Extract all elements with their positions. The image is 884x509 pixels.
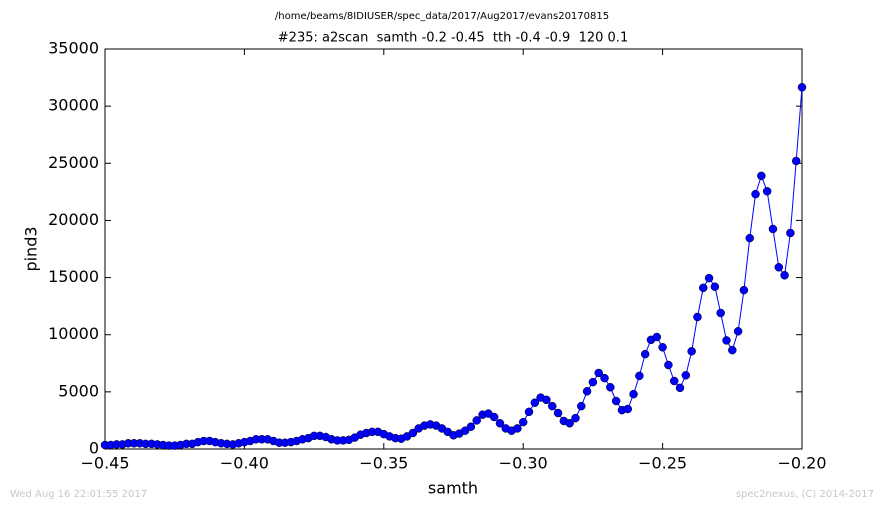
data-point bbox=[745, 233, 754, 243]
y-tick-label: 15000 bbox=[48, 267, 99, 286]
data-point bbox=[611, 396, 621, 406]
data-point bbox=[797, 83, 807, 92]
y-tick-label: 35000 bbox=[48, 39, 99, 58]
x-axis-label: samth bbox=[428, 479, 478, 498]
data-point bbox=[722, 336, 731, 345]
x-tick-label: −0.25 bbox=[638, 454, 687, 473]
y-tick-label: 0 bbox=[89, 439, 99, 458]
x-tick-label: −0.40 bbox=[220, 454, 269, 473]
data-point bbox=[704, 273, 714, 283]
data-point bbox=[640, 349, 650, 359]
series-line bbox=[105, 87, 803, 447]
data-point bbox=[786, 228, 795, 238]
data-point bbox=[513, 424, 522, 433]
data-point bbox=[553, 408, 563, 418]
data-point bbox=[791, 156, 801, 166]
data-point bbox=[466, 422, 476, 431]
data-point bbox=[774, 263, 784, 272]
y-tick-label: 20000 bbox=[48, 210, 99, 229]
data-point bbox=[548, 401, 557, 411]
data-point bbox=[588, 377, 598, 387]
data-point bbox=[675, 383, 685, 393]
data-point bbox=[565, 419, 574, 428]
data-point bbox=[489, 412, 499, 422]
data-point bbox=[687, 347, 696, 356]
suptitle: /home/beams/8IDIUSER/spec_data/2017/Aug2… bbox=[275, 11, 609, 22]
data-point bbox=[408, 428, 418, 438]
data-point bbox=[606, 383, 615, 392]
data-point bbox=[728, 345, 737, 355]
x-tick-label: −0.45 bbox=[80, 454, 129, 473]
data-point bbox=[762, 187, 772, 196]
data-point bbox=[652, 332, 662, 342]
data-point bbox=[681, 371, 691, 380]
data-point bbox=[693, 312, 702, 322]
data-point bbox=[710, 282, 720, 291]
data-point bbox=[600, 373, 609, 383]
data-point bbox=[658, 343, 667, 352]
data-point bbox=[530, 398, 540, 407]
data-point bbox=[751, 189, 760, 199]
footer-credit: spec2nexus, (C) 2014-2017 bbox=[736, 489, 874, 500]
y-tick-label: 30000 bbox=[48, 96, 99, 115]
x-tick-label: −0.30 bbox=[499, 454, 548, 473]
y-tick-label: 5000 bbox=[58, 381, 99, 400]
data-point bbox=[518, 417, 528, 427]
data-point bbox=[780, 271, 789, 280]
footer-date: Wed Aug 16 22:01:55 2017 bbox=[10, 489, 147, 500]
data-point bbox=[635, 371, 644, 381]
data-point bbox=[629, 389, 638, 399]
y-axis-label: pind3 bbox=[22, 226, 41, 271]
y-tick-label: 10000 bbox=[48, 324, 99, 343]
data-point bbox=[594, 368, 603, 378]
data-point bbox=[757, 171, 766, 181]
data-point bbox=[664, 360, 673, 370]
x-tick-label: −0.35 bbox=[359, 454, 408, 473]
x-tick-label: −0.20 bbox=[777, 454, 826, 473]
data-point bbox=[739, 285, 749, 295]
data-point bbox=[582, 387, 592, 396]
data-point bbox=[460, 426, 470, 435]
data-point bbox=[623, 404, 632, 414]
data-point bbox=[472, 416, 481, 425]
chart-title: #235: a2scan samth -0.2 -0.45 tth -0.4 -… bbox=[278, 31, 628, 46]
y-tick-label: 25000 bbox=[48, 153, 99, 172]
plot-frame bbox=[104, 48, 803, 450]
data-point bbox=[733, 327, 743, 336]
data-point bbox=[495, 419, 505, 428]
data-point bbox=[577, 401, 586, 411]
data-point bbox=[542, 395, 551, 405]
data-point bbox=[571, 413, 580, 423]
data-point bbox=[698, 283, 708, 293]
data-point bbox=[524, 407, 534, 417]
data-point bbox=[669, 376, 679, 386]
data-point bbox=[716, 308, 725, 318]
data-point bbox=[768, 224, 778, 234]
